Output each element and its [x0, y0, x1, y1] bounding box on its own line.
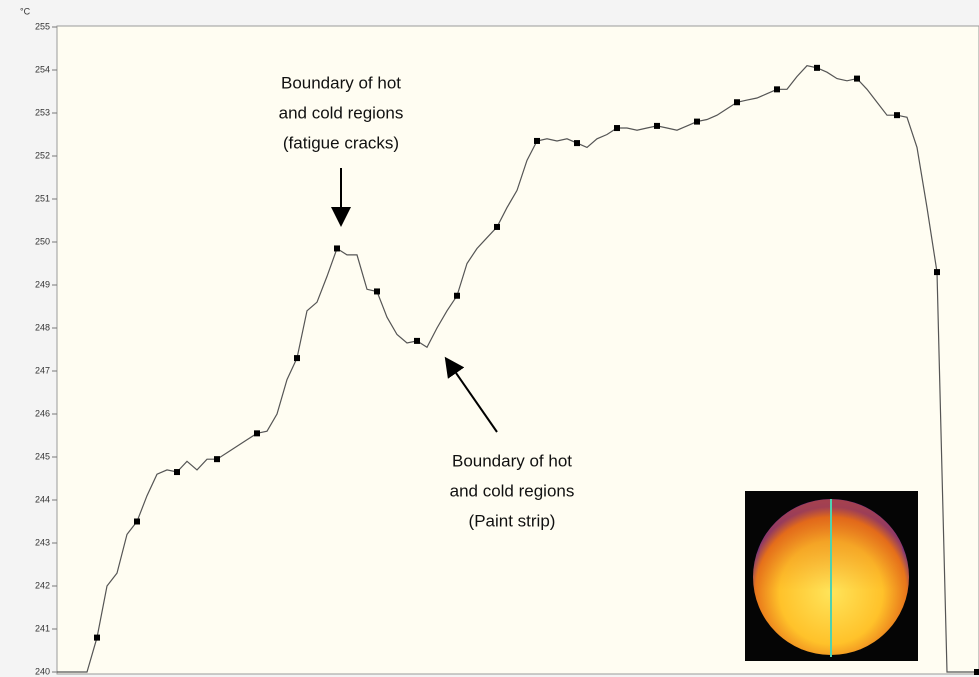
y-tick-label: 245 [35, 451, 50, 461]
point-marker [934, 269, 940, 276]
arrow [444, 356, 498, 433]
point-marker [94, 634, 100, 641]
annotation-text: (Paint strip) [469, 511, 556, 530]
point-marker [894, 112, 900, 119]
point-marker [414, 337, 420, 344]
point-marker [334, 245, 340, 252]
y-tick-label: 244 [35, 494, 50, 504]
y-tick-label: 248 [35, 322, 50, 332]
point-marker [694, 118, 700, 125]
point-marker [174, 469, 180, 476]
point-marker [294, 355, 300, 362]
point-marker [774, 86, 780, 93]
y-axis-unit: °C [20, 6, 31, 16]
point-marker [734, 99, 740, 106]
y-tick-label: 253 [35, 107, 50, 117]
y-tick-label: 255 [35, 21, 50, 31]
point-marker [254, 430, 260, 437]
y-tick-label: 254 [35, 64, 50, 74]
y-tick-label: 251 [35, 193, 50, 203]
y-tick-label: 240 [35, 666, 50, 676]
y-tick-label: 246 [35, 408, 50, 418]
point-marker [374, 288, 380, 295]
line [57, 65, 977, 673]
point-marker [854, 75, 860, 82]
annotation: Boundary of hot and cold regions (fatigue … [279, 73, 404, 227]
y-tick-label: 247 [35, 365, 50, 375]
point-marker [574, 140, 580, 147]
point-marker [134, 518, 140, 525]
y-tick-label: 250 [35, 236, 50, 246]
y-tick-label: 252 [35, 150, 50, 160]
y-tick-label: 243 [35, 537, 50, 547]
annotation-text: Boundary of hot [452, 451, 572, 470]
thermal-inset [745, 491, 918, 661]
annotation-text: and cold regions [450, 481, 575, 500]
point-marker [974, 669, 979, 675]
annotation-text: Boundary of hot [281, 73, 401, 92]
point-marker [814, 64, 820, 71]
y-tick-label: 241 [35, 623, 50, 633]
point-marker [454, 292, 460, 299]
point-marker [494, 223, 500, 230]
point-marker [654, 122, 660, 129]
y-tick-label: 242 [35, 580, 50, 590]
point-marker [214, 456, 220, 463]
point-marker [534, 137, 540, 144]
point-marker [614, 125, 620, 132]
annotation: Boundary of hot and cold regions (Paint st… [444, 356, 575, 530]
y-tick-label: 249 [35, 279, 50, 289]
annotation-text: (fatigue cracks) [283, 133, 399, 152]
annotation-text: and cold regions [279, 103, 404, 122]
